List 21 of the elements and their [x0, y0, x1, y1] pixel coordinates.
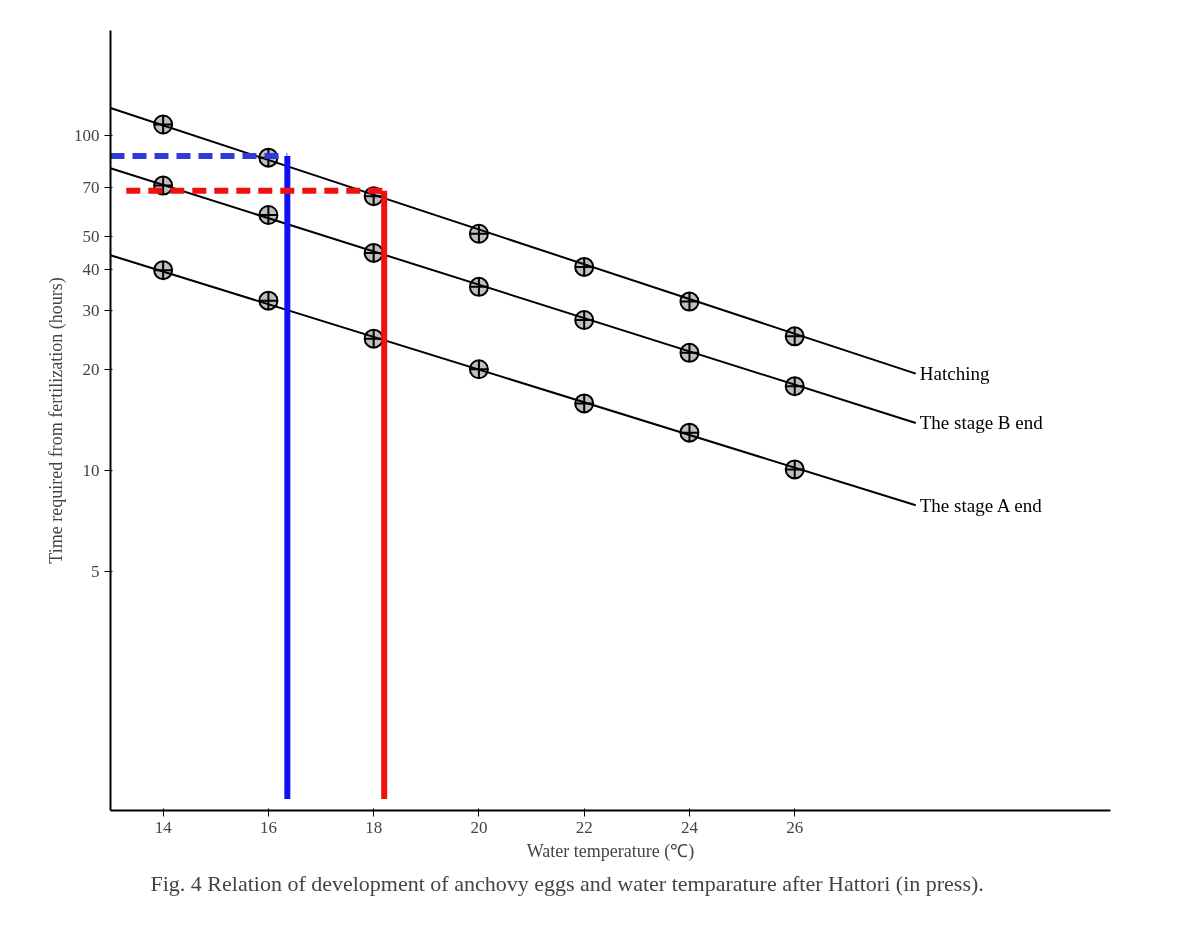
- y-tick-label: 70: [82, 178, 100, 198]
- y-tick-label: 10: [82, 461, 100, 481]
- x-tick-label: 16: [259, 817, 277, 837]
- x-tick-label: 24: [680, 817, 699, 837]
- y-tick-label: 50: [82, 227, 100, 247]
- y-tick-label: 30: [82, 301, 100, 321]
- y-tick-label: 5: [91, 562, 100, 582]
- y-tick-label: 20: [82, 360, 100, 380]
- x-tick-label: 18: [365, 817, 383, 837]
- series-label: The stage A end: [919, 494, 1043, 516]
- caption: Fig. 4 Relation of development of anchovy eggs and water temparature after Hattori (in press).: [150, 870, 984, 896]
- x-tick-label: 26: [786, 817, 804, 837]
- series-label: Hatching: [919, 363, 990, 385]
- x-tick-label: 14: [154, 817, 173, 837]
- x-tick-label: 22: [575, 817, 593, 837]
- y-axis-title: Time required from fertilization (hours): [46, 277, 67, 564]
- y-tick-label: 40: [82, 259, 100, 279]
- y-tick-label: 100: [74, 126, 100, 146]
- series-label: The stage B end: [919, 412, 1044, 434]
- x-axis-title: Water temperature (℃): [526, 840, 695, 862]
- x-tick-label: 20: [470, 817, 488, 837]
